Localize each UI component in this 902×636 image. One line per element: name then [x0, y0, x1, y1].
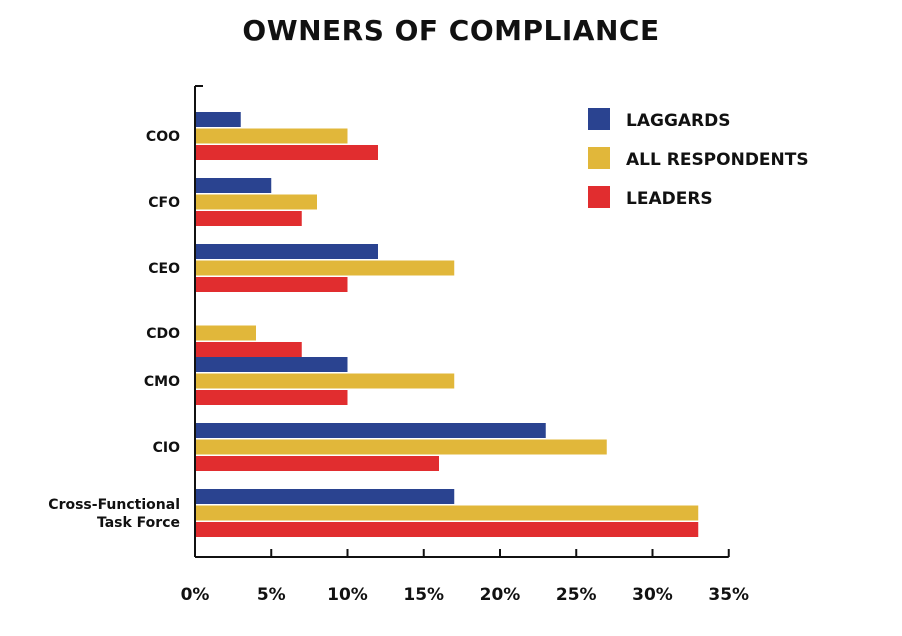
bar-cdo-all-respondents: [195, 325, 256, 341]
x-tick-label: 0%: [181, 585, 210, 605]
bar-coo-leaders: [195, 145, 378, 160]
category-label-cdo: CDO: [146, 326, 180, 342]
x-tick-label: 10%: [327, 585, 368, 605]
x-tick-label: 15%: [403, 585, 444, 605]
category-label-coo: COO: [146, 129, 180, 145]
legend-swatch-leaders: [588, 186, 610, 208]
x-tick-label: 30%: [632, 585, 673, 605]
bar-cmo-all-respondents: [195, 373, 455, 389]
bar-cio-all-respondents: [195, 439, 607, 455]
bar-cfo-all-respondents: [195, 194, 317, 210]
bar-cfo-laggards: [195, 178, 272, 193]
bar-cfo-leaders: [195, 211, 302, 226]
category-labels: COO CFO CEO CDO CMO CIO Cross-Functional Task F…: [48, 129, 180, 531]
legend-label-laggards: LAGGARDS: [626, 111, 731, 131]
axes-layer: [194, 85, 730, 558]
bar-cio-laggards: [195, 423, 546, 438]
category-label-ceo: CEO: [148, 261, 180, 277]
category-label-cmo: CMO: [144, 374, 180, 390]
category-label-cfo: CFO: [148, 195, 180, 211]
legend-swatch-all-respondents: [588, 147, 610, 169]
bar-cross-functional-task-force-laggards: [195, 489, 455, 504]
x-tick-label: 25%: [556, 585, 597, 605]
chart-title: OWNERS OF COMPLIANCE: [242, 14, 660, 47]
category-label-cio: CIO: [153, 440, 180, 456]
bar-ceo-all-respondents: [195, 260, 455, 276]
x-tick-label: 5%: [257, 585, 286, 605]
bar-cross-functional-task-force-leaders: [195, 522, 699, 537]
tick-labels: 0% 5% 10% 15% 20% 25% 30% 35%: [181, 585, 750, 605]
x-tick-label: 35%: [708, 585, 749, 605]
legend-label-leaders: LEADERS: [626, 189, 713, 209]
x-tick-label: 20%: [480, 585, 521, 605]
legend: LAGGARDS ALL RESPONDENTS LEADERS: [588, 108, 809, 209]
bar-ceo-laggards: [195, 244, 378, 259]
bar-cmo-leaders: [195, 390, 348, 405]
legend-label-all-respondents: ALL RESPONDENTS: [626, 150, 809, 170]
bar-ceo-leaders: [195, 277, 348, 292]
bar-coo-laggards: [195, 112, 241, 127]
bar-cio-leaders: [195, 456, 439, 471]
legend-swatch-laggards: [588, 108, 610, 130]
category-label-cross-functional-task-force: Cross-Functional Task Force: [48, 497, 180, 531]
bar-cdo-leaders: [195, 342, 302, 357]
bars-layer: [195, 112, 699, 537]
bar-coo-all-respondents: [195, 128, 348, 144]
bar-cross-functional-task-force-all-respondents: [195, 505, 699, 521]
bar-cmo-laggards: [195, 357, 348, 372]
